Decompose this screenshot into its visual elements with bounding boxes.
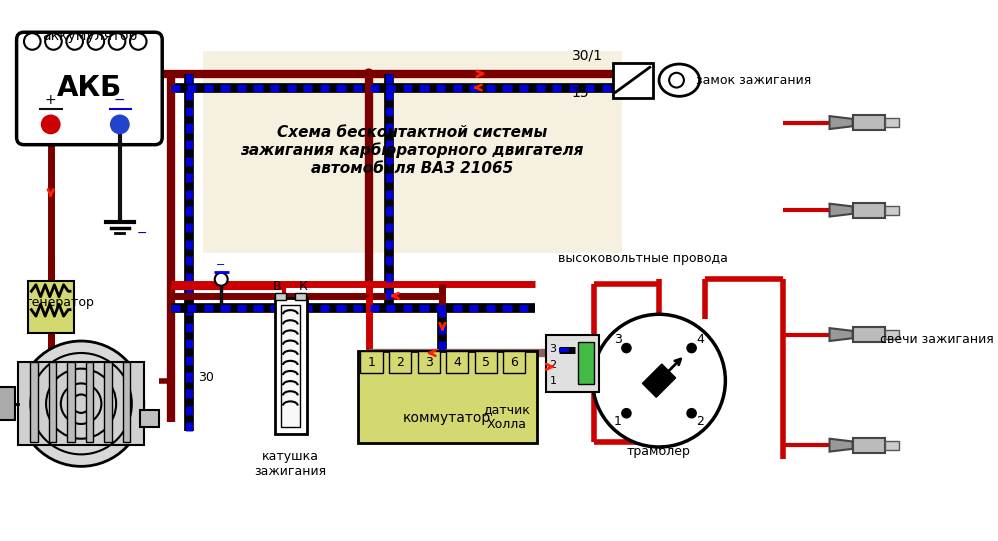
Text: 30: 30 <box>199 371 214 384</box>
Text: датчик
Холла: датчик Холла <box>483 403 530 431</box>
Bar <box>360 351 382 373</box>
Circle shape <box>18 341 144 466</box>
Circle shape <box>622 408 631 418</box>
Bar <box>885 118 898 127</box>
Text: 3: 3 <box>425 356 432 369</box>
Circle shape <box>215 273 228 286</box>
Circle shape <box>88 33 104 50</box>
Text: −: − <box>114 93 126 107</box>
Bar <box>885 330 898 339</box>
Text: 15: 15 <box>572 87 589 101</box>
Text: аккумулятор: аккумулятор <box>42 29 137 43</box>
Circle shape <box>111 115 129 134</box>
Text: генератор: генератор <box>26 296 95 309</box>
FancyBboxPatch shape <box>17 32 163 144</box>
Circle shape <box>66 33 83 50</box>
Circle shape <box>364 69 373 78</box>
Bar <box>67 362 75 443</box>
Text: 1: 1 <box>550 375 557 386</box>
Bar <box>357 351 537 443</box>
Bar <box>475 351 497 373</box>
Polygon shape <box>829 439 852 452</box>
Bar <box>389 351 411 373</box>
Bar <box>852 203 885 217</box>
Text: 2: 2 <box>396 356 404 369</box>
Text: катушка
зажигания: катушка зажигания <box>254 450 326 478</box>
Bar <box>578 342 595 384</box>
Bar <box>28 281 74 333</box>
Bar <box>140 410 159 427</box>
Circle shape <box>687 344 697 353</box>
Ellipse shape <box>659 64 700 96</box>
Bar <box>852 438 885 452</box>
Bar <box>274 293 285 300</box>
Text: 6: 6 <box>510 356 518 369</box>
Bar <box>885 206 898 215</box>
Text: 2: 2 <box>550 360 557 370</box>
Bar <box>18 362 144 445</box>
Polygon shape <box>829 203 852 216</box>
Text: 30/1: 30/1 <box>572 49 603 63</box>
Polygon shape <box>829 116 852 129</box>
Bar <box>0 387 15 420</box>
Text: высоковольтные провода: высоковольтные провода <box>559 253 729 266</box>
Text: +: + <box>45 93 57 107</box>
Circle shape <box>593 314 726 447</box>
Polygon shape <box>643 364 676 397</box>
Text: замок зажигания: замок зажигания <box>696 74 811 87</box>
Text: Схема бесконтактной системы
зажигания карбюраторного двигателя
автомобиля ВАЗ 21: Схема бесконтактной системы зажигания ка… <box>241 125 584 176</box>
Text: трамблер: трамблер <box>627 445 691 458</box>
Bar <box>86 362 93 443</box>
Bar <box>885 440 898 450</box>
Text: 3: 3 <box>550 344 557 354</box>
Bar <box>104 362 112 443</box>
Text: 2: 2 <box>697 415 704 428</box>
Bar <box>274 298 307 434</box>
Text: свечи зажигания: свечи зажигания <box>880 333 994 346</box>
Circle shape <box>622 344 631 353</box>
Text: 4: 4 <box>697 333 704 346</box>
Text: −: − <box>216 260 226 270</box>
Bar <box>295 293 306 300</box>
Bar <box>546 334 599 392</box>
Bar <box>852 327 885 342</box>
Text: коммутатор: коммутатор <box>403 411 491 425</box>
Bar <box>503 351 525 373</box>
Bar <box>852 115 885 130</box>
Bar <box>30 362 38 443</box>
Text: 3: 3 <box>614 333 622 346</box>
Circle shape <box>687 408 697 418</box>
Circle shape <box>669 73 684 88</box>
Circle shape <box>45 33 62 50</box>
Bar <box>417 351 440 373</box>
Circle shape <box>130 33 147 50</box>
Text: 4: 4 <box>453 356 461 369</box>
Bar <box>49 362 56 443</box>
Text: −: − <box>137 227 147 240</box>
Text: 1: 1 <box>367 356 375 369</box>
Bar <box>203 51 622 253</box>
Circle shape <box>42 115 60 134</box>
Text: 1: 1 <box>614 415 622 428</box>
Circle shape <box>109 33 126 50</box>
Circle shape <box>24 33 41 50</box>
Polygon shape <box>829 328 852 341</box>
Bar <box>281 305 299 427</box>
Text: 5: 5 <box>482 356 490 369</box>
Bar <box>123 362 130 443</box>
Text: В: В <box>273 280 281 293</box>
Bar <box>446 351 468 373</box>
Bar <box>613 63 654 98</box>
Text: К: К <box>298 280 307 293</box>
Text: АКБ: АКБ <box>57 74 122 102</box>
